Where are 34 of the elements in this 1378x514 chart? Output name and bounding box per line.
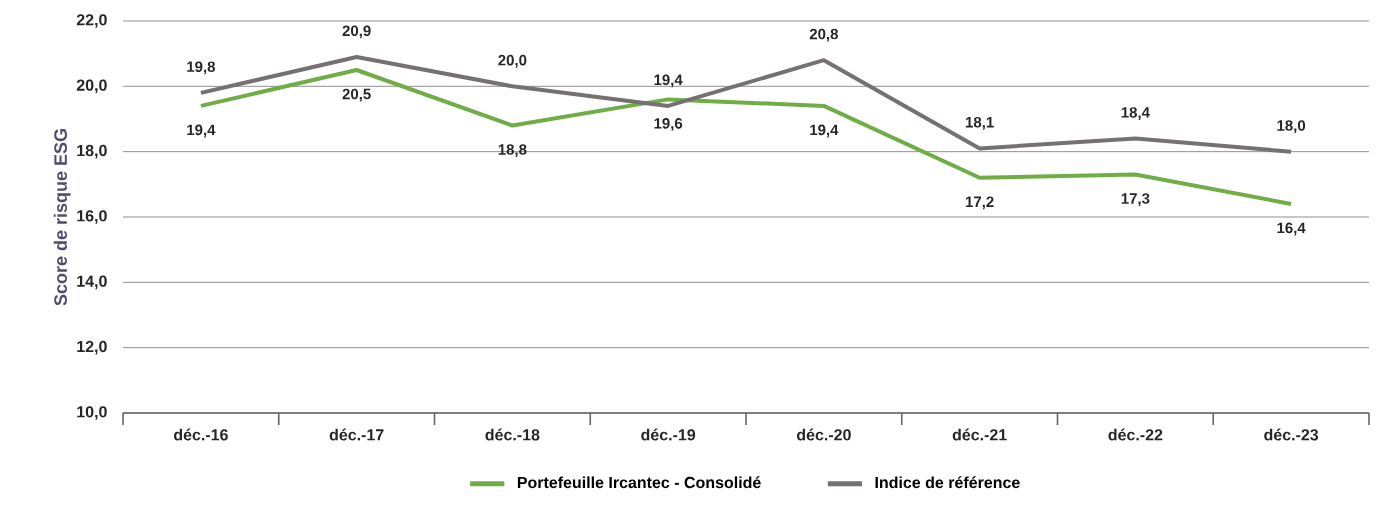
y-axis-title: Score de risque ESG: [53, 129, 71, 306]
y-tick-label: 14,0: [77, 275, 107, 290]
data-label: 18,4: [1121, 107, 1150, 120]
legend-label: Indice de référence: [875, 476, 1020, 489]
data-label: 19,8: [187, 61, 216, 75]
data-label: 20,0: [498, 54, 527, 68]
x-tick-label: déc.-17: [329, 428, 384, 441]
x-tick-label: déc.-23: [1264, 428, 1319, 441]
data-label: 19,6: [654, 118, 683, 131]
legend-label: Portefeuille Ircantec - Consolidé: [517, 476, 761, 489]
data-label: 20,8: [809, 28, 838, 42]
x-tick-label: déc.-19: [641, 428, 696, 441]
y-tick-label: 22,0: [76, 14, 107, 28]
data-label: 18,8: [498, 144, 527, 157]
y-tick-label: 18,0: [77, 144, 107, 159]
y-tick-label: 10,0: [77, 406, 107, 420]
y-tick-label: 16,0: [77, 210, 107, 224]
data-label: 19,4: [654, 74, 683, 88]
x-tick-label: déc.-22: [1108, 428, 1163, 441]
x-tick-label: déc.-20: [796, 428, 851, 441]
data-label: 17,3: [1121, 193, 1150, 206]
y-tick-label: 12,0: [77, 340, 107, 355]
x-tick-label: déc.-16: [173, 428, 228, 441]
y-tick-label: 20,0: [76, 79, 107, 94]
data-label: 20,9: [342, 25, 371, 39]
data-label: 19,4: [187, 124, 216, 138]
data-label: 17,2: [965, 196, 994, 210]
data-label: 19,4: [810, 124, 839, 138]
data-label: 18,0: [1277, 120, 1306, 133]
x-tick-label: déc.-18: [485, 428, 540, 441]
data-label: 20,5: [342, 88, 371, 102]
data-label: 16,4: [1277, 222, 1306, 236]
x-tick-label: déc.-21: [952, 428, 1007, 441]
data-label: 18,1: [965, 116, 994, 130]
